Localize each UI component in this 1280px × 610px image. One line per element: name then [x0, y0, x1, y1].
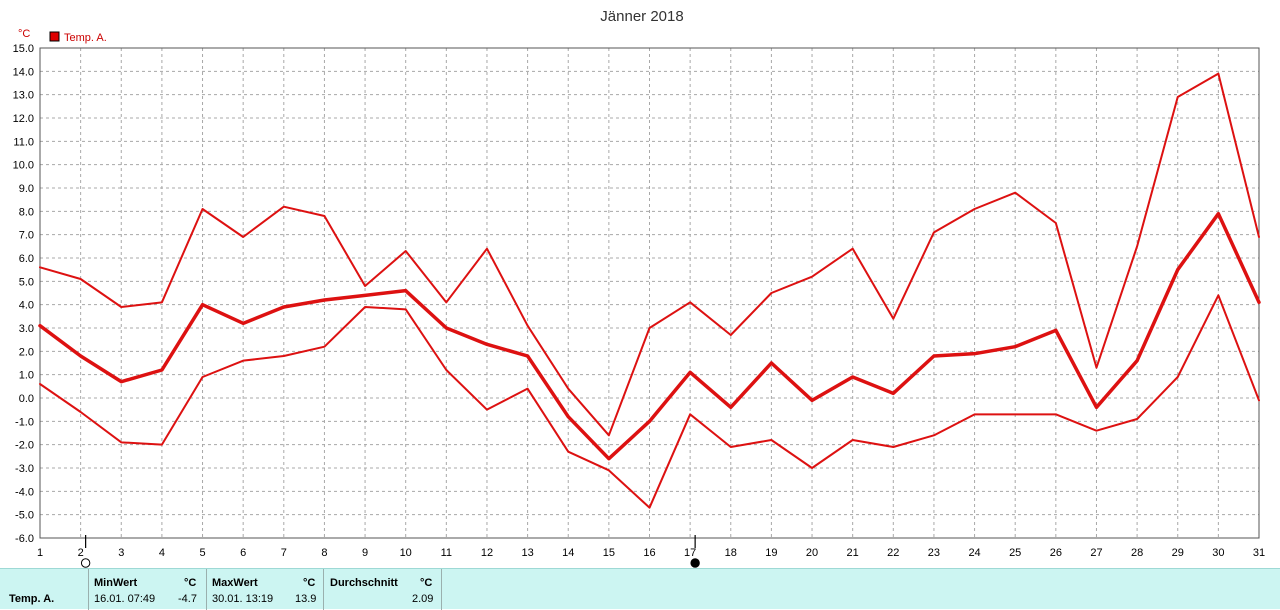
new-moon-icon — [690, 558, 700, 568]
x-tick-label: 17 — [684, 547, 696, 559]
series-line-max — [39, 72, 1260, 437]
y-tick-label: 6.0 — [19, 253, 34, 265]
y-tick-label: 12.0 — [13, 113, 34, 125]
x-tick-label: 4 — [159, 547, 165, 559]
x-tick-label: 30 — [1212, 547, 1224, 559]
legend-label: Temp. A. — [64, 32, 107, 44]
footer-divider — [323, 569, 324, 610]
y-tick-label: 8.0 — [19, 206, 34, 218]
y-tick-label: 5.0 — [19, 276, 34, 288]
x-tick-label: 27 — [1090, 547, 1102, 559]
max-label: MaxWert — [212, 577, 258, 589]
min-datetime: 16.01. 07:49 — [94, 593, 156, 605]
series-line-avg — [38, 211, 1261, 461]
x-tick-label: 18 — [725, 547, 737, 559]
x-tick-label: 23 — [928, 547, 940, 559]
x-tick-label: 14 — [562, 547, 574, 559]
x-tick-label: 1 — [37, 547, 43, 559]
x-tick-label: 20 — [806, 547, 818, 559]
y-tick-label: 13.0 — [13, 90, 34, 102]
x-tick-label: 26 — [1050, 547, 1062, 559]
x-tick-label: 2 — [78, 547, 84, 559]
min-label: MinWert — [94, 577, 138, 589]
x-tick-label: 16 — [643, 547, 655, 559]
footer-row-label: Temp. A. — [9, 593, 55, 605]
min-value: -4.7 — [178, 593, 197, 605]
y-tick-label: 14.0 — [13, 66, 34, 78]
y-tick-label: 11.0 — [13, 136, 34, 148]
y-tick-label: -1.0 — [15, 416, 34, 428]
x-tick-label: 25 — [1009, 547, 1021, 559]
x-tick-label: 28 — [1131, 547, 1143, 559]
y-tick-label: 3.0 — [19, 323, 34, 335]
y-axis-unit: °C — [18, 28, 30, 40]
plot-frame — [39, 47, 1260, 539]
series-group — [38, 72, 1261, 509]
legend-swatch — [49, 31, 60, 42]
x-tick-label: 10 — [400, 547, 412, 559]
temperature-chart: Jänner 2018 °C Temp. A. 15.014.013.012.0… — [13, 8, 1265, 568]
y-tick-label: 15.0 — [13, 43, 34, 55]
x-tick-label: 12 — [481, 547, 493, 559]
footer-divider — [206, 569, 207, 610]
y-tick-label: -2.0 — [15, 440, 34, 452]
x-tick-label: 15 — [603, 547, 615, 559]
x-tick-label: 22 — [887, 547, 899, 559]
x-tick-label: 5 — [199, 547, 205, 559]
avg-unit: °C — [420, 577, 433, 589]
x-tick-label: 21 — [847, 547, 859, 559]
max-value: 13.9 — [295, 593, 317, 605]
avg-value: 2.09 — [412, 593, 434, 605]
full-moon-icon — [80, 558, 91, 568]
max-datetime: 30.01. 13:19 — [212, 593, 274, 605]
y-axis-ticks: 15.0 14.0 13.0 12.0 11.0 10.0 9.0 8.0 7.0 6.0 5.0 4… — [13, 43, 34, 545]
y-tick-label: -6.0 — [15, 533, 34, 545]
avg-label: Durchschnitt — [330, 577, 398, 589]
y-tick-label: 9.0 — [19, 183, 34, 195]
y-tick-label: -4.0 — [15, 486, 34, 498]
footer-divider — [88, 569, 89, 610]
footer-divider — [441, 569, 442, 610]
x-tick-label: 6 — [240, 547, 246, 559]
statistics-footer: Temp. A. MinWert °C 16.01. 07:49 -4.7 Ma… — [0, 568, 1280, 610]
x-axis-ticks: 1 2 3 4 5 6 7 8 9 10 11 12 13 14 15 16 17 18 19 20 21 22 23 24 2… — [37, 547, 1265, 559]
y-tick-label: 4.0 — [19, 300, 34, 312]
x-tick-label: 31 — [1253, 547, 1265, 559]
x-tick-label: 3 — [118, 547, 124, 559]
y-tick-label: -3.0 — [15, 463, 34, 475]
x-tick-label: 29 — [1172, 547, 1184, 559]
series-line-min — [39, 294, 1260, 509]
x-tick-label: 8 — [321, 547, 327, 559]
y-tick-label: 10.0 — [13, 160, 34, 172]
y-tick-label: 2.0 — [19, 346, 34, 358]
y-tick-label: 0.0 — [19, 393, 34, 405]
y-tick-label: 1.0 — [19, 370, 34, 382]
x-tick-label: 9 — [362, 547, 368, 559]
x-tick-label: 13 — [521, 547, 533, 559]
chart-title: Jänner 2018 — [600, 8, 683, 25]
y-tick-label: -5.0 — [15, 510, 34, 522]
min-unit: °C — [184, 577, 197, 589]
x-tick-label: 24 — [968, 547, 980, 559]
x-tick-label: 7 — [281, 547, 287, 559]
max-unit: °C — [303, 577, 316, 589]
moon-phase-markers — [80, 535, 700, 568]
y-tick-label: 7.0 — [19, 230, 34, 242]
x-tick-label: 19 — [765, 547, 777, 559]
x-tick-label: 11 — [441, 547, 452, 559]
